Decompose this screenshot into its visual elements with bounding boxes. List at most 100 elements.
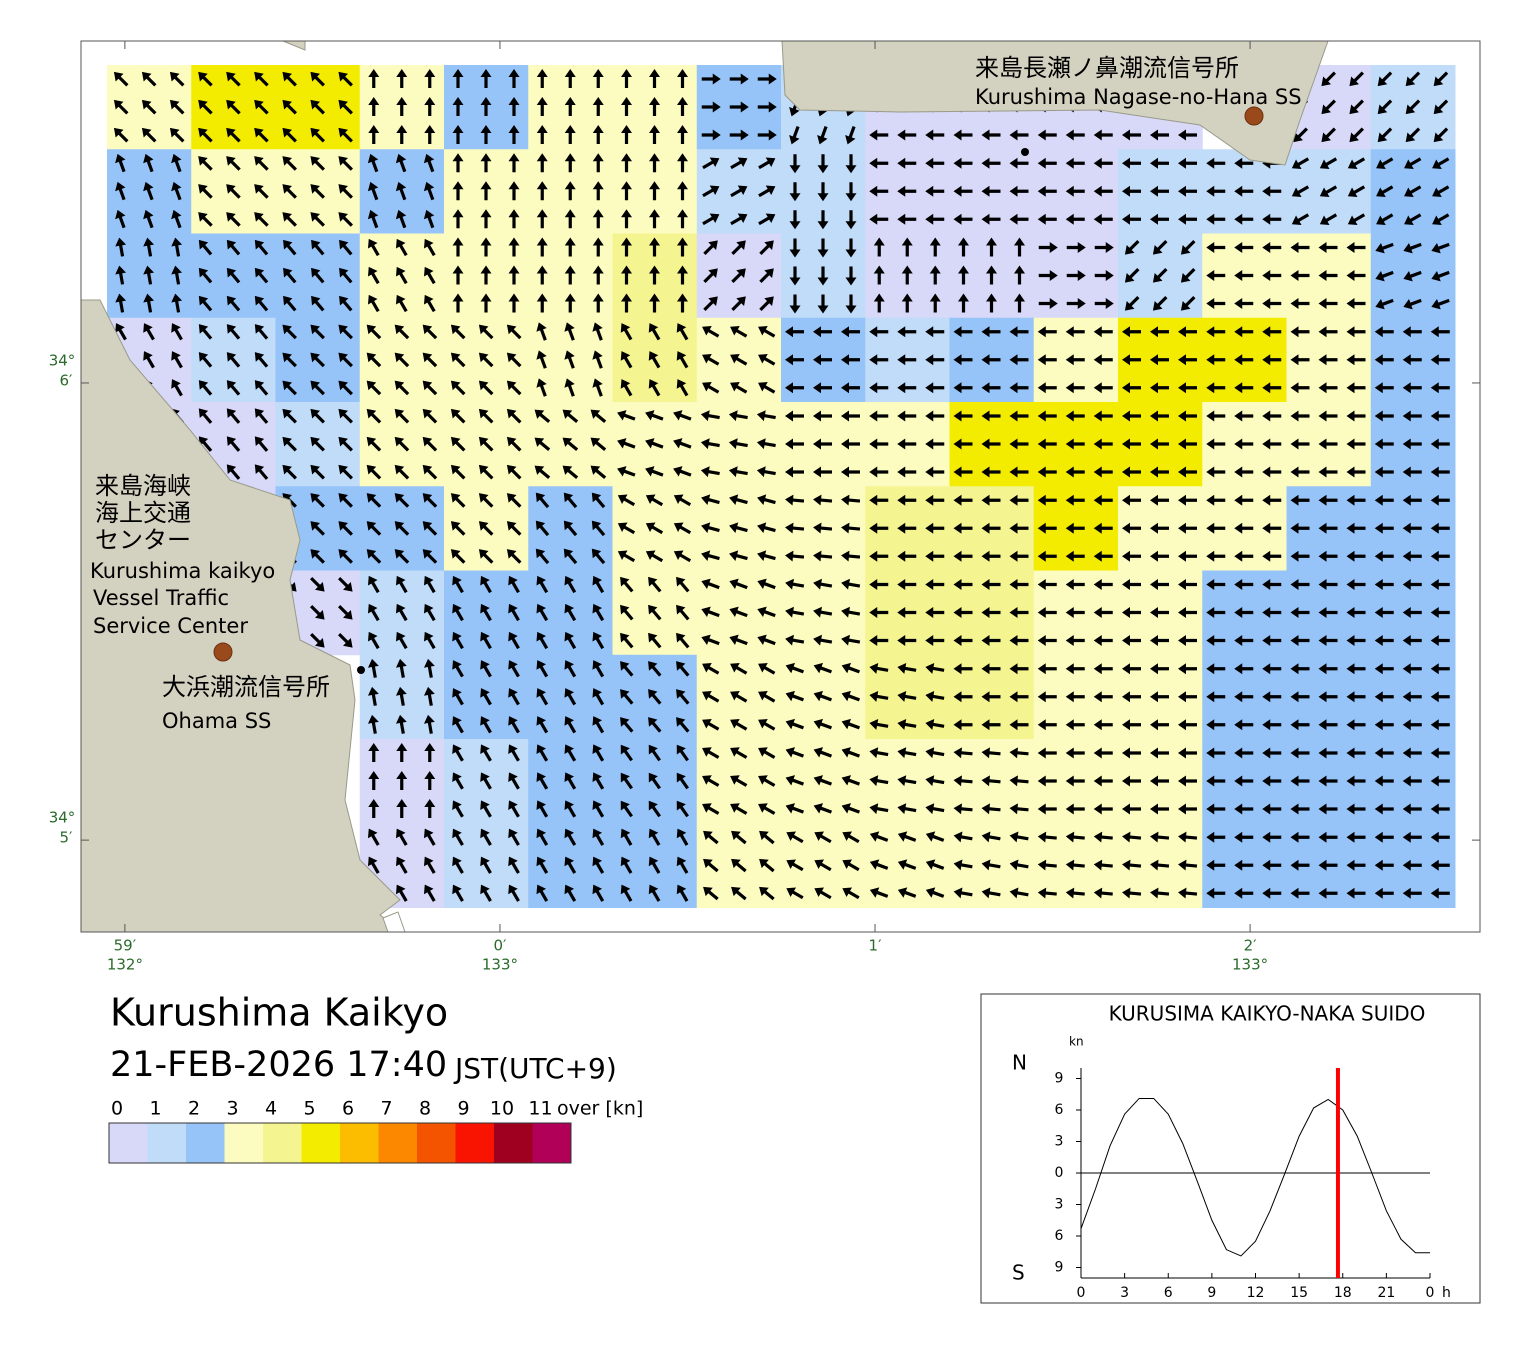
current-arrow bbox=[283, 239, 297, 256]
current-arrow bbox=[423, 575, 436, 594]
current-arrow bbox=[1178, 635, 1197, 646]
current-arrow bbox=[1234, 157, 1254, 169]
current-arrow bbox=[785, 438, 804, 450]
current-arrow bbox=[925, 550, 945, 562]
current-arrow bbox=[841, 606, 861, 618]
current-arrow bbox=[1234, 466, 1254, 478]
legend-swatch bbox=[455, 1123, 494, 1163]
legend-label: 0 bbox=[111, 1098, 123, 1120]
current-arrow bbox=[1065, 185, 1085, 197]
current-arrow bbox=[981, 522, 1001, 534]
map-frame bbox=[80, 40, 1481, 933]
current-arrow bbox=[1206, 298, 1226, 309]
current-arrow bbox=[1037, 438, 1057, 450]
current-arrow bbox=[1038, 270, 1058, 281]
current-arrow bbox=[759, 886, 775, 901]
current-arrow bbox=[562, 409, 579, 424]
current-arrow bbox=[869, 494, 889, 506]
current-arrow bbox=[1009, 382, 1029, 394]
current-arrow bbox=[564, 181, 576, 201]
current-arrow bbox=[1375, 270, 1394, 282]
current-arrow bbox=[506, 436, 522, 452]
current-arrow bbox=[591, 548, 606, 565]
current-arrow bbox=[869, 129, 889, 141]
current-arrow bbox=[953, 185, 973, 197]
current-arrow bbox=[338, 127, 353, 143]
current-arrow bbox=[480, 800, 492, 818]
current-arrow bbox=[901, 293, 913, 313]
current-arrow bbox=[254, 464, 269, 480]
current-arrow bbox=[1262, 270, 1282, 281]
current-arrow bbox=[981, 663, 1001, 675]
current-arrow bbox=[730, 690, 748, 703]
current-arrow bbox=[1431, 270, 1450, 282]
current-arrow bbox=[1065, 607, 1085, 618]
current-arrow bbox=[645, 522, 664, 535]
current-arrow bbox=[536, 716, 549, 734]
current-arrow bbox=[729, 73, 749, 85]
current-arrow bbox=[785, 578, 805, 590]
current-arrow bbox=[981, 354, 1001, 366]
current-arrow bbox=[508, 209, 520, 229]
current-arrow bbox=[450, 549, 466, 564]
current-arrow bbox=[367, 714, 379, 734]
current-arrow bbox=[1234, 663, 1254, 675]
current-arrow bbox=[1037, 579, 1057, 590]
legend-label: 11 bbox=[528, 1098, 552, 1120]
current-arrow bbox=[367, 658, 379, 678]
current-arrow bbox=[254, 99, 269, 115]
current-arrow bbox=[1094, 270, 1114, 281]
current-arrow bbox=[1037, 691, 1057, 703]
current-arrow bbox=[452, 856, 464, 874]
current-arrow bbox=[785, 326, 804, 338]
current-arrow bbox=[617, 522, 636, 535]
current-arrow bbox=[536, 631, 549, 650]
current-arrow bbox=[534, 409, 551, 424]
current-arrow bbox=[1152, 268, 1168, 283]
current-arrow bbox=[1122, 157, 1141, 169]
lat-degree: 34° bbox=[49, 809, 76, 827]
current-arrow bbox=[676, 661, 690, 677]
current-arrow bbox=[730, 353, 748, 366]
current-arrow bbox=[785, 354, 804, 366]
current-arrow bbox=[506, 324, 522, 340]
current-arrow bbox=[1094, 298, 1114, 309]
current-arrow bbox=[700, 410, 720, 422]
current-arrow bbox=[1234, 831, 1254, 843]
current-arrow bbox=[1346, 719, 1366, 731]
current-arrow bbox=[1065, 831, 1085, 843]
timezone: JST(UTC+9) bbox=[453, 1052, 617, 1085]
current-arrow bbox=[1234, 579, 1254, 590]
current-arrow bbox=[1234, 719, 1254, 731]
current-arrow bbox=[981, 635, 1001, 646]
current-arrow bbox=[338, 99, 353, 115]
current-arrow bbox=[1318, 691, 1338, 703]
current-arrow bbox=[702, 747, 720, 759]
current-arrow bbox=[1376, 157, 1394, 170]
current-arrow bbox=[981, 831, 1001, 843]
current-arrow bbox=[1262, 410, 1282, 422]
current-arrow bbox=[1346, 438, 1366, 450]
current-arrow bbox=[1093, 438, 1113, 450]
current-arrow bbox=[367, 181, 379, 201]
current-arrow bbox=[395, 238, 408, 257]
current-arrow bbox=[953, 550, 973, 562]
current-arrow bbox=[1402, 410, 1422, 422]
current-arrow bbox=[813, 410, 832, 422]
current-arrow bbox=[1318, 326, 1338, 338]
current-arrow bbox=[649, 69, 660, 88]
current-arrow bbox=[757, 522, 776, 534]
current-arrow bbox=[564, 828, 577, 846]
current-arrow bbox=[676, 772, 689, 790]
current-arrow bbox=[897, 803, 917, 815]
current-arrow bbox=[701, 129, 721, 141]
current-arrow bbox=[311, 239, 325, 256]
current-arrow bbox=[396, 69, 408, 88]
current-arrow bbox=[897, 494, 917, 506]
place-label: Kurushima Nagase-no-Hana SS bbox=[975, 85, 1302, 109]
legend-swatch bbox=[417, 1123, 456, 1163]
current-arrow bbox=[1262, 719, 1282, 731]
current-arrow bbox=[1038, 298, 1058, 309]
current-arrow bbox=[648, 323, 661, 341]
current-arrow bbox=[1234, 522, 1254, 534]
